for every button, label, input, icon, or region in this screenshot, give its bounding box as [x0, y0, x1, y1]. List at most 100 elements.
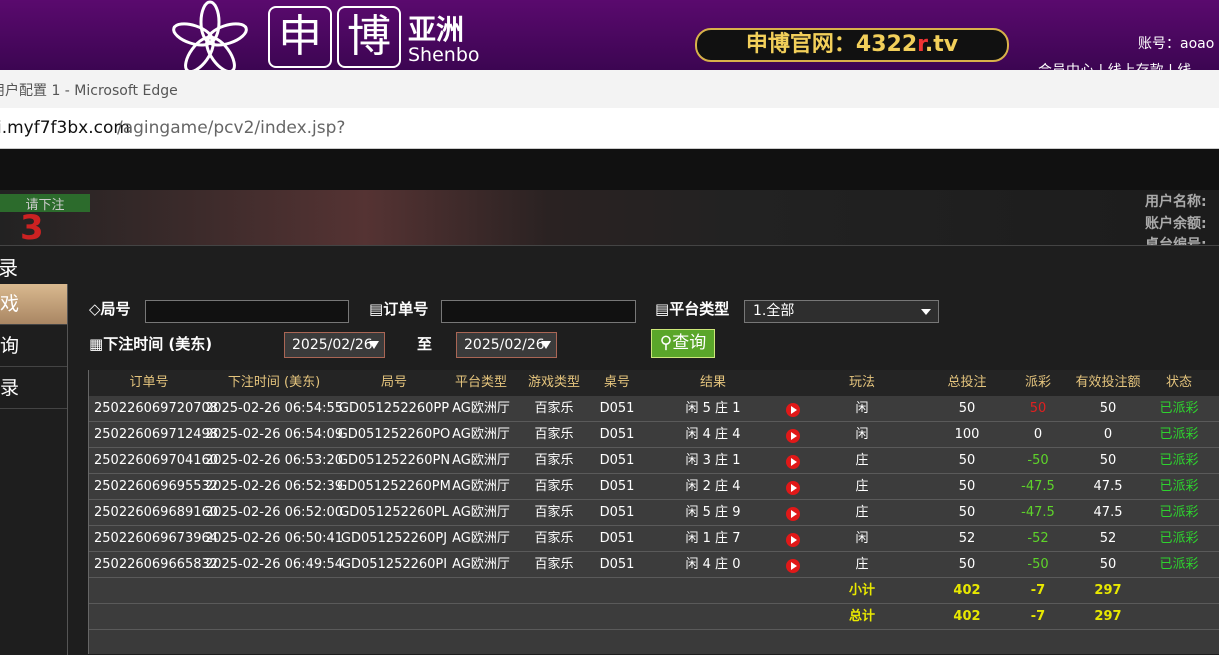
date-arrow: [541, 341, 551, 349]
column-header: 局号: [380, 375, 408, 390]
round-label: 局号: [100, 300, 131, 318]
site-suffix: .tv: [924, 32, 959, 57]
play-video-icon[interactable]: [786, 455, 800, 469]
site-r: r: [917, 32, 925, 57]
tab[interactable]: 戏: [0, 284, 67, 325]
brand-char: 申: [268, 6, 332, 68]
table-cell: -50: [1027, 453, 1049, 468]
table-cell: D051: [599, 505, 635, 520]
play-triangle: [791, 406, 797, 414]
header-row: [89, 370, 1219, 397]
table-cell: AG欧洲厅: [452, 531, 510, 546]
table-cell: GD051252260PL: [339, 505, 449, 520]
tab[interactable]: 询: [0, 326, 67, 367]
order-label: 订单号: [383, 300, 429, 318]
table-cell: D051: [599, 427, 635, 442]
summary-total: 402: [953, 583, 981, 598]
table-cell: -47.5: [1021, 505, 1055, 520]
table-cell: 闲 2 庄 4: [685, 479, 741, 494]
table-cell: 百家乐: [534, 557, 574, 572]
table-cell: 50: [958, 479, 976, 494]
table-row: [89, 474, 1219, 500]
date-from[interactable]: 2025/02/26: [284, 332, 385, 358]
play-video-icon[interactable]: [786, 507, 800, 521]
table-cell: 已派彩: [1159, 531, 1199, 546]
table-cell: 闲 5 庄 9: [685, 505, 741, 520]
play-triangle: [791, 510, 797, 518]
column-header: 玩法: [848, 375, 876, 390]
play-triangle: [791, 458, 797, 466]
column-header: 平台类型: [454, 375, 508, 390]
address-bar[interactable]: i.myf7f3bx.com/agingame/pcv2/index.jsp?: [0, 108, 1219, 149]
site-address[interactable]: 申博官网：4322r.tv: [695, 28, 1009, 62]
table-cell: 百家乐: [534, 531, 574, 546]
table-cell: 2025-02-26 06:52:39: [204, 479, 344, 494]
summary-total: 402: [953, 609, 981, 624]
date-to[interactable]: 2025/02/26: [456, 332, 557, 358]
column-header: 总投注: [947, 375, 987, 390]
game-view: 请下注 3 用户名称: 账户余额: 桌台编号:: [0, 190, 1219, 253]
round-input[interactable]: [145, 300, 349, 323]
table-cell: 2025-02-26 06:49:54: [204, 557, 344, 572]
order-number: 250226069704160: [94, 453, 219, 468]
order-number: 250226069712498: [94, 427, 219, 442]
table-cell: 庄: [855, 505, 869, 520]
play-video-icon[interactable]: [786, 559, 800, 573]
brand-asia: 亚洲: [408, 13, 465, 46]
table-cell: GD051252260PM: [337, 479, 451, 494]
play-triangle: [791, 562, 797, 570]
order-number: 250226069695532: [94, 479, 219, 494]
play-video-icon[interactable]: [786, 533, 800, 547]
table-cell: AG欧洲厅: [452, 505, 510, 520]
table-cell: 50: [1099, 557, 1117, 572]
play-video-icon[interactable]: [786, 403, 800, 417]
table-cell: 47.5: [1093, 505, 1123, 520]
table-row: [89, 526, 1219, 552]
column-header: 有效投注额: [1075, 375, 1141, 390]
table-cell: AG欧洲厅: [452, 427, 510, 442]
column-header: 状态: [1165, 375, 1193, 390]
table-cell: 已派彩: [1159, 427, 1199, 442]
table-cell: 50: [1099, 453, 1117, 468]
column-header: 游戏类型: [527, 375, 581, 390]
table-cell: 百家乐: [534, 453, 574, 468]
column-header: 订单号: [129, 375, 169, 390]
brand-en: Shenbo: [408, 44, 480, 66]
column-header: 派彩: [1024, 375, 1052, 390]
url-host: i.myf7f3bx.com: [0, 118, 130, 138]
play-video-icon[interactable]: [786, 481, 800, 495]
to-label: 至: [417, 335, 433, 353]
order-number: 250226069689160: [94, 505, 219, 520]
brand-char: 博: [337, 6, 401, 68]
table-cell: 庄: [855, 453, 869, 468]
query-button[interactable]: ⚲查询: [651, 329, 715, 358]
order-input[interactable]: [441, 300, 636, 323]
logo-flower: [172, 0, 248, 70]
url-path: /agingame/pcv2/index.jsp?: [117, 118, 346, 138]
column-header: 结果: [699, 375, 727, 390]
play-video-icon[interactable]: [786, 429, 800, 443]
table-row: [89, 552, 1219, 578]
table-cell: D051: [599, 531, 635, 546]
column-header: 下注时间 (美东): [227, 375, 321, 390]
panel-title: 录: [0, 256, 18, 280]
table-cell: 52: [1099, 531, 1117, 546]
site-banner: 申 博 亚洲 Shenbo 申博官网：4322r.tv 账号：aoao 会员中心…: [0, 0, 1219, 79]
table-cell: 2025-02-26 06:54:55: [204, 401, 344, 416]
order-number: 250226069665832: [94, 557, 219, 572]
table-cell: 50: [1029, 401, 1047, 416]
countdown: 3: [20, 208, 44, 248]
platform-select[interactable]: 1.全部: [744, 300, 939, 323]
table-cell: 闲 4 庄 0: [685, 557, 741, 572]
tab[interactable]: 录: [0, 368, 67, 409]
balance-label: 账户余额:: [1145, 216, 1207, 232]
table-cell: GD051252260PN: [337, 453, 451, 468]
table-cell: D051: [599, 401, 635, 416]
table-cell: 2025-02-26 06:53:20: [204, 453, 344, 468]
account: 账号：aoao: [1138, 36, 1215, 52]
table-cell: GD051252260PP: [338, 401, 450, 416]
table-cell: GD051252260PO: [337, 427, 451, 442]
table-row: [89, 422, 1219, 448]
table-cell: 百家乐: [534, 401, 574, 416]
